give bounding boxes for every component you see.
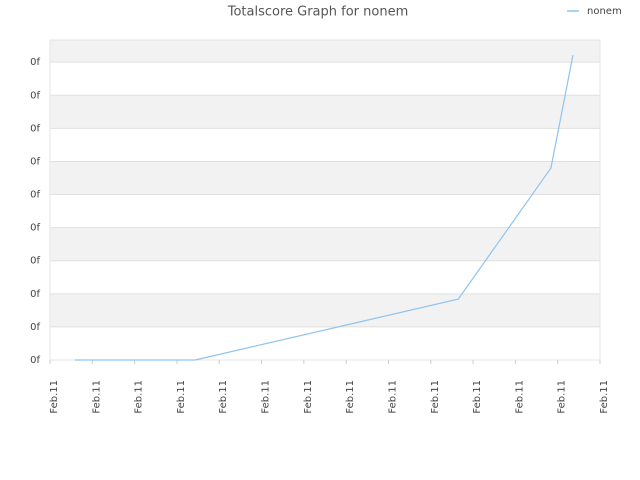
y-tick-label: 0f bbox=[30, 190, 40, 201]
plot-border bbox=[49, 39, 601, 361]
y-tick-label: 0f bbox=[30, 123, 40, 134]
y-tick-label: 0f bbox=[30, 322, 40, 333]
data-line bbox=[74, 55, 574, 361]
y-tick-label: 0f bbox=[30, 289, 40, 300]
chart-title: Totalscore Graph for nonem bbox=[227, 5, 409, 20]
x-tick-label: Feb.11 bbox=[387, 380, 398, 414]
x-tick-label: Feb.11 bbox=[345, 380, 356, 414]
x-tick-label: Feb.11 bbox=[557, 380, 568, 414]
y-tick-label: 0f bbox=[30, 90, 40, 101]
y-tick-label: 0f bbox=[30, 256, 40, 267]
x-tick-label: Feb.11 bbox=[430, 380, 441, 414]
x-tick-label: Feb.11 bbox=[176, 380, 187, 414]
y-tick-label: 0f bbox=[30, 156, 40, 167]
x-tick-label: Feb.11 bbox=[303, 380, 314, 414]
grid-band bbox=[50, 95, 600, 129]
x-tick-label: Feb.11 bbox=[218, 380, 229, 414]
x-tick-label: Feb.11 bbox=[134, 380, 145, 414]
x-tick-label: Feb.11 bbox=[91, 380, 102, 414]
grid-band bbox=[50, 194, 600, 228]
x-tick-label: Feb.11 bbox=[49, 380, 60, 414]
grid-band bbox=[50, 161, 600, 195]
x-tick-label: Feb.11 bbox=[472, 380, 483, 414]
grid-band bbox=[50, 62, 600, 96]
grid-band bbox=[50, 260, 600, 294]
y-tick-label: 0f bbox=[30, 57, 40, 68]
legend-label: nonem bbox=[587, 6, 622, 17]
x-tick-label: Feb.11 bbox=[514, 380, 525, 414]
y-tick-label: 0f bbox=[30, 223, 40, 234]
grid-band bbox=[50, 227, 600, 261]
grid-band bbox=[50, 326, 600, 360]
grid-band bbox=[50, 293, 600, 327]
y-tick-label: 0f bbox=[30, 355, 40, 366]
x-tick-label: Feb.11 bbox=[599, 380, 610, 414]
grid-band bbox=[50, 40, 600, 63]
x-tick-label: Feb.11 bbox=[261, 380, 272, 414]
grid-band bbox=[50, 128, 600, 162]
